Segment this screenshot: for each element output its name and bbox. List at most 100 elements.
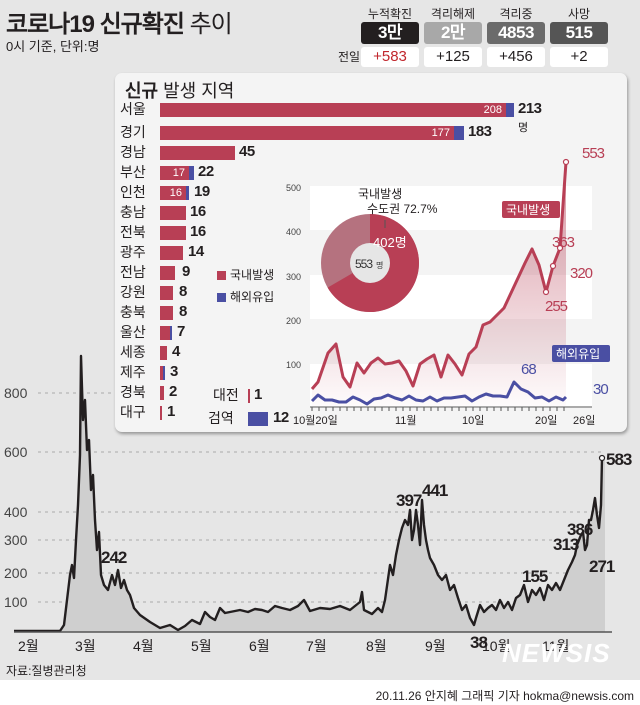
svg-text:400: 400 (286, 227, 301, 237)
svg-text:6월: 6월 (249, 638, 270, 654)
svg-text:441: 441 (422, 481, 448, 500)
region-name: 충남 (120, 204, 146, 220)
svg-text:3월: 3월 (75, 638, 96, 654)
region-total: 183 (468, 123, 492, 140)
region-name: 제주 (120, 364, 146, 380)
region-name: 전북 (120, 224, 146, 240)
source-label: 자료:질병관리청 (6, 664, 87, 678)
bar-domestic (160, 326, 170, 340)
svg-text:9월: 9월 (425, 638, 446, 654)
stat-value: 4853 (487, 22, 545, 44)
svg-text:30: 30 (593, 381, 608, 398)
donut-metro-value: 402명 (373, 235, 407, 250)
region-name: 인천 (120, 184, 146, 200)
bar-imported (189, 166, 194, 180)
imported-value-labels: 68 30 (521, 361, 609, 398)
legend-imported: 해외유입 (217, 288, 274, 305)
inset-title: 신규 발생 지역 (125, 77, 234, 103)
stat-delta: +583 (361, 47, 419, 67)
stat-value: 515 (550, 22, 608, 44)
stat-value: 2만6950 (424, 22, 482, 64)
region-total: 2 (169, 383, 177, 400)
donut-center-unit: 명 (376, 260, 383, 270)
donut-caption-1: 국내발생 (358, 187, 402, 201)
bar-domestic (160, 386, 164, 400)
region-name: 검역 (208, 410, 234, 426)
bar-domestic (160, 266, 175, 280)
stat-label: 격리해제 (430, 7, 476, 21)
domestic-area-fill (312, 162, 566, 406)
title-bold: 코로나19 신규확진 (6, 11, 185, 38)
stat-label: 격리중 (499, 7, 533, 21)
main-x-axis-labels: 2월 3월 4월 5월 6월 7월 8월 9월 10월 11월 (18, 638, 569, 654)
bar-domestic (160, 146, 235, 160)
svg-text:300: 300 (4, 532, 28, 548)
svg-text:4월: 4월 (133, 638, 154, 654)
legend-swatch-imported (217, 293, 226, 303)
main-y-axis-labels: 800 600 400 300 200 100 (4, 385, 28, 610)
region-total: 16 (190, 203, 206, 220)
bar-imported (163, 366, 165, 380)
region-total: 4 (172, 343, 180, 360)
bar-domestic (160, 286, 173, 300)
bar-domestic: 17 (160, 166, 189, 180)
inner-y-labels: 500 400 300 200 100 (286, 183, 301, 370)
region-total: 1 (167, 403, 175, 420)
stat-value: 3만2318 (361, 22, 419, 64)
svg-text:5월: 5월 (191, 638, 212, 654)
bar-domestic (160, 206, 186, 220)
region-name: 충북 (120, 304, 146, 320)
bar-domestic: 208 (160, 103, 506, 117)
bar-inner-label: 17 (172, 167, 185, 179)
domestic-markers (542, 158, 570, 296)
svg-text:11월: 11월 (542, 638, 569, 654)
svg-text:2월: 2월 (18, 638, 39, 654)
legend-domestic: 국내발생 (217, 266, 274, 283)
region-total: 7 (177, 323, 185, 340)
region-total: 213명 (518, 100, 542, 134)
region-total: 1 (254, 386, 262, 403)
region-total: 3 (170, 363, 178, 380)
region-name: 울산 (120, 324, 146, 340)
svg-text:20일: 20일 (535, 413, 557, 427)
main-annotations: 242 397 441 38 155 313 386 271 583 (101, 450, 633, 652)
svg-text:400: 400 (4, 504, 28, 520)
imported-tag (552, 345, 610, 362)
region-total: 45 (239, 143, 255, 160)
region-total: 9 (182, 263, 190, 280)
region-name: 세종 (120, 344, 146, 360)
bar-domestic (160, 366, 163, 380)
region-name: 서울 (120, 101, 146, 117)
svg-text:242: 242 (101, 548, 127, 567)
svg-text:68: 68 (521, 361, 536, 378)
stat-isolated: 격리중 4853 +456 (487, 6, 545, 67)
svg-text:8월: 8월 (366, 638, 387, 654)
svg-text:7월: 7월 (306, 638, 327, 654)
svg-text:363: 363 (552, 234, 575, 251)
svg-text:200: 200 (4, 565, 28, 581)
bar-domestic: 177 (160, 126, 454, 140)
bar-domestic (160, 346, 167, 360)
stat-cumulative: 누적확진 3만2318 +583 (361, 6, 419, 67)
svg-text:397: 397 (396, 491, 422, 510)
region-name: 대구 (120, 404, 146, 420)
page-title: 코로나19 신규확진 추이 (6, 4, 233, 39)
imported-line (310, 380, 568, 406)
bar-inner-label: 177 (431, 127, 450, 139)
svg-text:271: 271 (589, 557, 615, 576)
stat-delta: +2 (550, 47, 608, 67)
bar-imported (186, 186, 189, 200)
svg-text:100: 100 (286, 360, 301, 370)
svg-text:26일: 26일 (573, 413, 595, 427)
region-name: 경북 (120, 384, 146, 400)
donut-caption-2: 수도권 72.7% (367, 202, 438, 216)
legend-swatch-domestic (217, 271, 226, 281)
region-total: 12 (273, 409, 289, 426)
bar-domestic: 16 (160, 186, 186, 200)
inner-x-ticks (311, 407, 565, 411)
domestic-tag-label: 국내발생 (506, 203, 550, 217)
region-name: 광주 (120, 244, 146, 260)
region-total: 8 (179, 303, 187, 320)
svg-text:255: 255 (545, 298, 568, 315)
main-line (14, 354, 604, 633)
